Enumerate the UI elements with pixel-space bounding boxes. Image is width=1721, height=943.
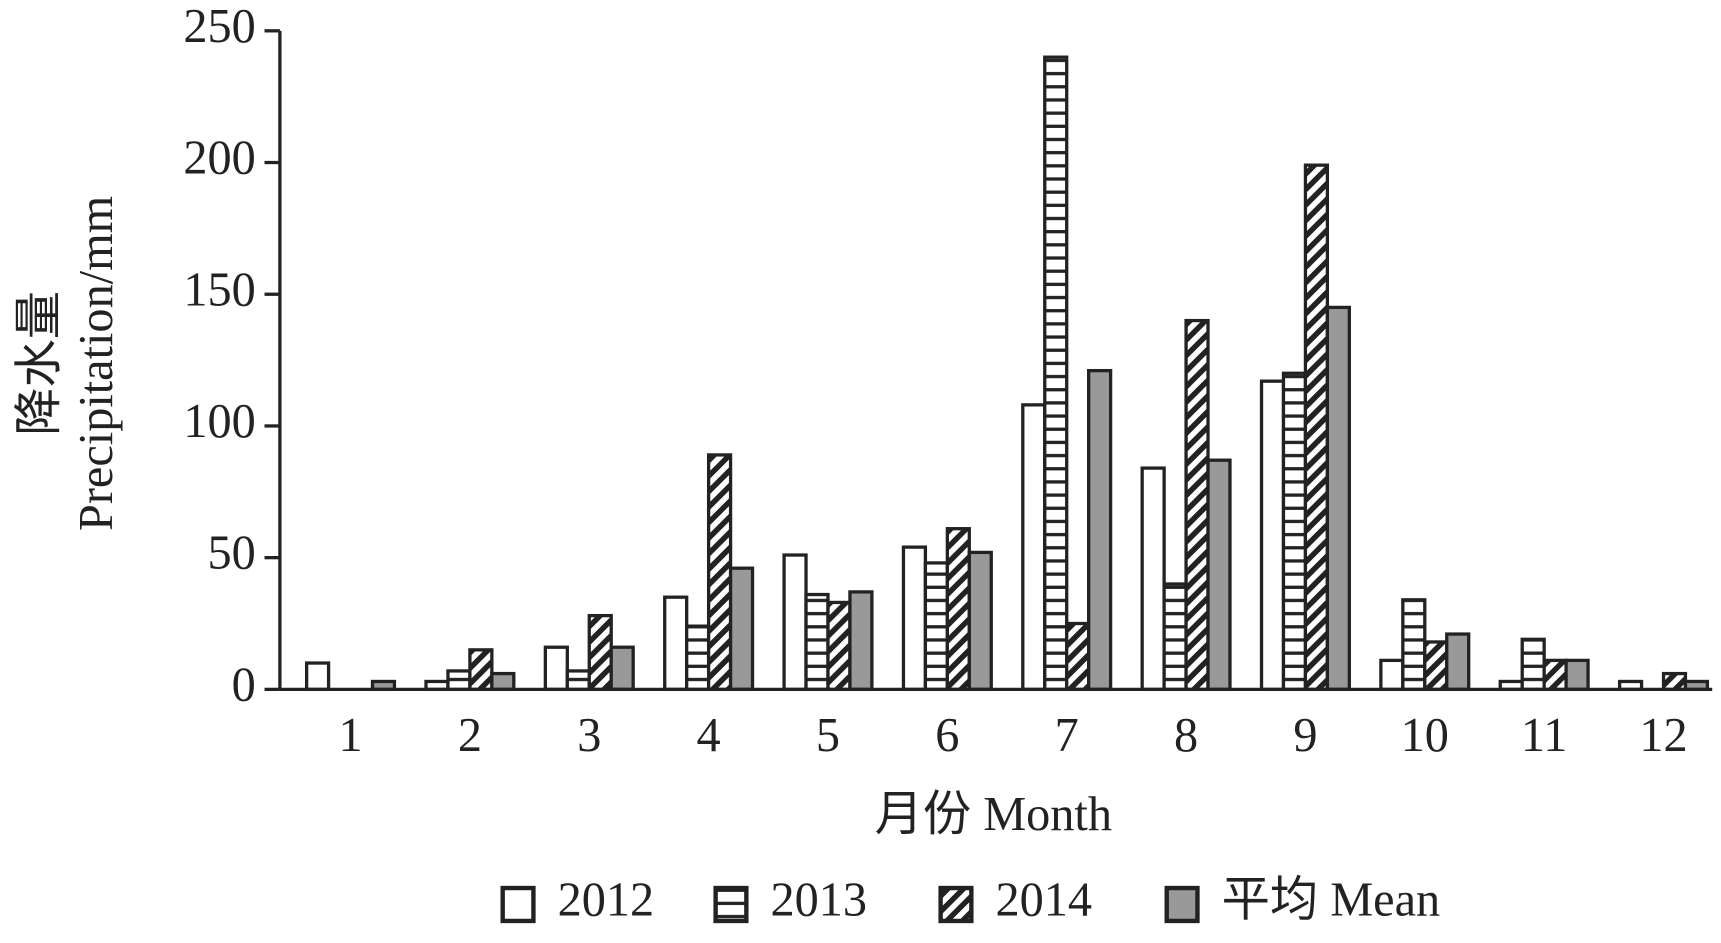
bar (923, 561, 949, 692)
bar (1021, 403, 1047, 692)
y-axis-label-line: 降水量 (13, 291, 66, 436)
bar (1259, 379, 1286, 692)
bar (728, 566, 755, 692)
bar (967, 550, 993, 692)
bar (901, 545, 928, 692)
bar (945, 527, 971, 692)
bar (1162, 582, 1188, 692)
x-tick-label: 11 (1521, 709, 1568, 762)
bar (782, 553, 808, 692)
y-tick-label: 200 (183, 132, 255, 185)
bar (468, 648, 494, 692)
y-tick-label: 250 (183, 0, 255, 53)
bar (1303, 163, 1330, 692)
x-tick-label: 12 (1639, 709, 1687, 762)
legend-swatch (500, 885, 536, 924)
x-tick-label: 2 (458, 709, 482, 762)
x-tick-label: 3 (577, 709, 601, 762)
bar (685, 624, 711, 692)
y-tick-label: 0 (232, 658, 256, 711)
bar (1087, 368, 1113, 692)
bar (1184, 318, 1210, 692)
x-tick-label: 9 (1293, 709, 1317, 762)
bar (1445, 632, 1471, 692)
y-axis-label-line: Precipitation/mm (70, 196, 123, 531)
legend-swatch (713, 885, 749, 924)
bar (1206, 458, 1232, 692)
bar (1065, 621, 1091, 692)
legend-label: 2014 (996, 874, 1093, 927)
y-tick-label: 150 (183, 263, 255, 316)
bar (565, 669, 591, 692)
x-tick-label: 10 (1401, 709, 1449, 762)
bar (1043, 55, 1069, 692)
x-axis-label: 月份 Month (875, 788, 1112, 841)
bar (1661, 671, 1688, 692)
x-tick-label: 1 (338, 709, 362, 762)
y-axis-label: 降水量 Precipitation/mm (13, 196, 123, 531)
bar (1325, 305, 1351, 692)
bar (1140, 466, 1166, 692)
x-tick-label: 8 (1174, 709, 1198, 762)
bar (848, 590, 874, 692)
bar (1520, 637, 1546, 692)
bar (1379, 658, 1405, 692)
bar (826, 600, 852, 692)
bar (1401, 598, 1427, 692)
bar (490, 671, 516, 692)
bar (1281, 371, 1308, 692)
bar (543, 645, 569, 692)
bar (663, 595, 689, 692)
legend-swatch (1164, 885, 1200, 924)
x-tick-label: 4 (697, 709, 721, 762)
y-tick-label: 100 (183, 395, 255, 448)
bar (587, 613, 613, 692)
legend-label: 2012 (558, 874, 655, 927)
legend-label: 平均 Mean (1222, 874, 1441, 927)
bar (804, 592, 830, 692)
x-tick-label: 6 (935, 709, 959, 762)
bar (1542, 658, 1568, 692)
bar (446, 669, 472, 692)
bar (609, 645, 635, 692)
bar (1423, 640, 1449, 692)
bar (304, 661, 331, 692)
bar (1564, 658, 1590, 692)
legend-swatch (938, 885, 974, 924)
x-tick-label: 5 (816, 709, 840, 762)
legend-label: 2013 (770, 874, 867, 927)
y-tick-label: 50 (207, 527, 255, 580)
x-tick-label: 7 (1055, 709, 1079, 762)
bar (706, 453, 733, 692)
